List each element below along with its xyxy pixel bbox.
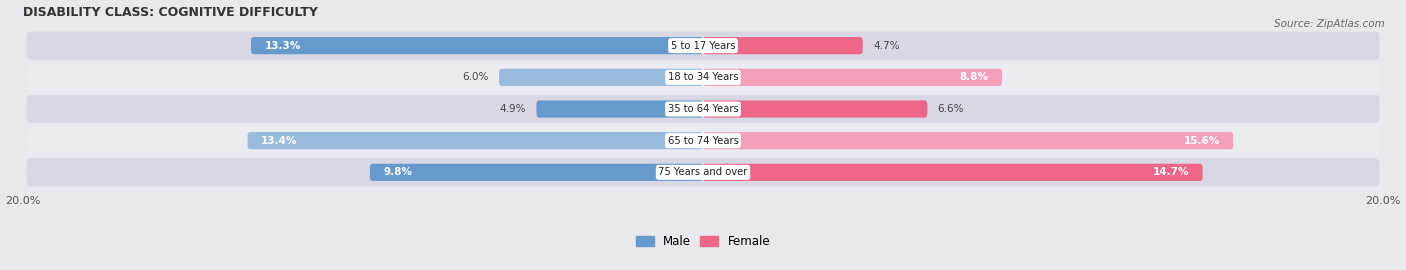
FancyBboxPatch shape: [703, 164, 1202, 181]
FancyBboxPatch shape: [499, 69, 703, 86]
FancyBboxPatch shape: [27, 63, 1379, 91]
FancyBboxPatch shape: [703, 100, 928, 118]
Text: 4.7%: 4.7%: [873, 41, 900, 51]
FancyBboxPatch shape: [703, 37, 863, 54]
Text: 4.9%: 4.9%: [499, 104, 526, 114]
Text: 14.7%: 14.7%: [1153, 167, 1189, 177]
FancyBboxPatch shape: [703, 132, 1233, 149]
FancyBboxPatch shape: [27, 32, 1379, 60]
FancyBboxPatch shape: [247, 132, 703, 149]
Text: 15.6%: 15.6%: [1184, 136, 1219, 146]
FancyBboxPatch shape: [703, 69, 1002, 86]
Text: 5 to 17 Years: 5 to 17 Years: [671, 41, 735, 51]
FancyBboxPatch shape: [370, 164, 703, 181]
Text: 6.0%: 6.0%: [463, 72, 489, 82]
Text: 13.3%: 13.3%: [264, 41, 301, 51]
Text: 65 to 74 Years: 65 to 74 Years: [668, 136, 738, 146]
FancyBboxPatch shape: [27, 158, 1379, 186]
FancyBboxPatch shape: [27, 95, 1379, 123]
FancyBboxPatch shape: [27, 127, 1379, 155]
Text: 9.8%: 9.8%: [384, 167, 412, 177]
Text: 75 Years and over: 75 Years and over: [658, 167, 748, 177]
Text: 6.6%: 6.6%: [938, 104, 965, 114]
Text: 8.8%: 8.8%: [959, 72, 988, 82]
Text: 13.4%: 13.4%: [262, 136, 298, 146]
Legend: Male, Female: Male, Female: [636, 235, 770, 248]
Text: 35 to 64 Years: 35 to 64 Years: [668, 104, 738, 114]
FancyBboxPatch shape: [250, 37, 703, 54]
FancyBboxPatch shape: [537, 100, 703, 118]
Text: Source: ZipAtlas.com: Source: ZipAtlas.com: [1274, 19, 1385, 29]
Text: 18 to 34 Years: 18 to 34 Years: [668, 72, 738, 82]
Text: DISABILITY CLASS: COGNITIVE DIFFICULTY: DISABILITY CLASS: COGNITIVE DIFFICULTY: [24, 6, 318, 19]
